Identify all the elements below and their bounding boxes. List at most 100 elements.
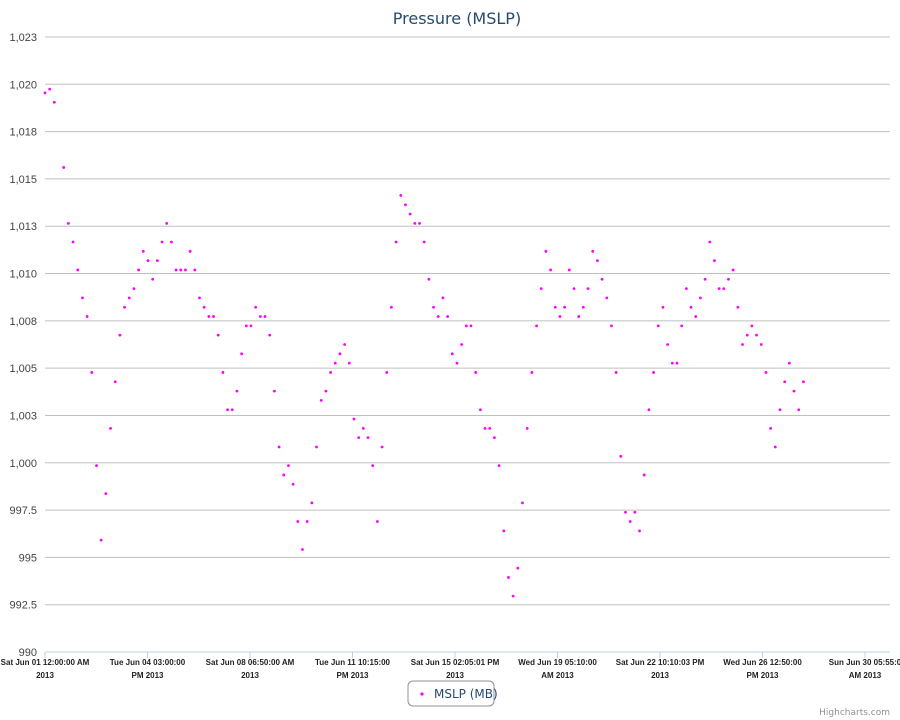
data-point [680,324,684,328]
data-point [43,91,47,95]
data-point [165,221,169,225]
x-tick-label: Sun Jun 30 05:55:0 [829,658,900,667]
y-tick-label: 1,005 [9,363,37,375]
x-tick-label: Sat Jun 15 02:05:01 PM [411,658,500,667]
data-point [797,408,801,412]
y-tick-label: 997.5 [9,505,37,517]
data-point [338,352,342,356]
data-point [188,249,192,253]
data-point [155,259,159,263]
data-point [455,361,459,365]
data-point [216,333,220,337]
data-point [296,520,300,523]
data-point [708,240,712,244]
y-tick-label: 1,020 [9,79,37,91]
data-point [600,277,604,281]
data-point [731,268,735,272]
data-point [521,501,524,505]
data-point [193,268,197,272]
data-point [380,445,384,449]
x-tick-label: Wed Jun 26 12:50:00 [723,658,802,667]
data-point [661,305,665,309]
x-tick-label-line2: 2013 [36,671,54,680]
data-point [507,576,510,579]
data-point [212,315,215,318]
data-point [764,371,768,374]
x-tick-label-line2: PM 2013 [131,671,164,680]
data-point [137,268,141,272]
legend-item-mslp[interactable]: MSLP (MB) [434,687,498,701]
data-point [675,361,679,365]
data-point [778,408,782,412]
x-tick-label: Wed Jun 19 05:10:00 [518,658,597,667]
data-point [249,324,253,328]
data-point [624,510,627,514]
y-tick-label: 1,008 [9,316,37,328]
data-point [694,315,698,318]
data-point [235,389,239,393]
x-tick-label: Sat Jun 22 10:10:03 PM [616,658,705,667]
data-point [123,305,126,309]
data-point [736,305,740,309]
data-point [713,259,716,263]
data-point [596,259,599,263]
data-point [151,277,155,281]
data-point [478,408,482,412]
data-point [343,343,347,346]
data-point [104,492,108,495]
data-point [184,268,187,272]
data-point [404,203,407,207]
y-tick-label: 1,013 [9,221,37,233]
data-point [670,361,674,365]
data-point [399,194,403,197]
data-point [769,426,773,430]
data-point [553,305,557,309]
data-point [52,100,56,104]
data-point [385,371,389,374]
data-point [352,417,356,421]
data-point [759,343,763,346]
x-tick-label: Sat Jun 01 12:00:00 AM [1,658,90,667]
data-point [581,305,585,309]
data-point [572,287,576,290]
data-point [301,548,304,551]
data-point [319,399,323,402]
data-point [502,529,506,533]
data-point [464,324,468,328]
data-point [254,305,258,309]
data-point [277,445,281,449]
data-point [333,361,337,365]
credits-link[interactable]: Highcharts.com [819,708,890,718]
data-point [315,445,318,449]
legend-box[interactable] [407,680,495,707]
legend-marker-icon [420,692,424,696]
data-point [282,473,286,477]
y-tick-label: 1,010 [9,269,37,281]
data-point [493,436,496,440]
data-point [226,408,229,412]
legend[interactable]: MSLP (MB) [407,680,498,707]
data-point [390,305,393,309]
plot-area [43,87,805,598]
data-point [305,520,309,523]
data-point [544,249,548,253]
data-point [99,538,103,542]
data-point [76,268,80,272]
data-point [310,501,314,505]
data-point [113,380,117,384]
data-point [272,389,276,393]
data-point [375,520,379,523]
data-point [563,305,567,309]
data-point [727,277,730,281]
data-point [530,371,534,374]
data-point [567,268,571,272]
data-point [240,352,244,356]
data-point [717,287,721,290]
data-point [792,389,796,393]
x-tick-label: Tue Jun 11 10:15:00 [315,658,391,667]
data-point [202,305,206,309]
data-point [488,426,492,430]
data-point [413,221,417,225]
data-point [109,426,112,430]
data-point [160,240,164,244]
